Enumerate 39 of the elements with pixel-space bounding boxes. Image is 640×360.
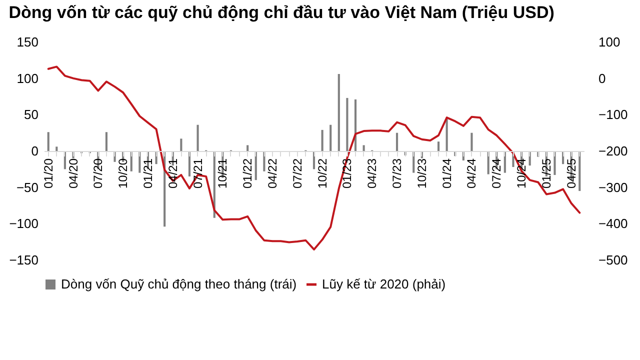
y2-tick-label: −100: [598, 107, 628, 122]
y2-tick-label: 100: [598, 34, 620, 50]
x-tick-label: 10/20: [116, 158, 130, 189]
x-tick-label: 04/20: [66, 158, 80, 189]
legend-label: Dòng vốn Quỹ chủ động theo tháng (trái): [61, 276, 297, 292]
y-tick-label: −150: [9, 252, 38, 268]
y2-tick-label: −200: [598, 144, 628, 158]
x-tick-label: 01/25: [539, 158, 554, 189]
x-tick-label: 04/24: [464, 158, 479, 189]
legend-label: Lũy kế từ 2020 (phải): [322, 276, 446, 292]
y-tick-label: 150: [16, 34, 38, 50]
x-tick-label: 04/22: [265, 158, 280, 189]
x-tick-label: 10/23: [414, 158, 429, 189]
y2-tick-label: −300: [598, 180, 628, 195]
x-tick-label: 04/25: [564, 158, 578, 189]
x-tick-label: 07/24: [490, 158, 504, 189]
x-tick-label: 04/23: [365, 158, 380, 189]
x-tick-label: 01/20: [41, 158, 56, 189]
x-tick-label: 07/23: [390, 158, 404, 189]
x-tick-label: 07/20: [91, 158, 106, 189]
y2-tick-label: −400: [598, 216, 628, 232]
x-tick-label: 10/22: [315, 158, 330, 189]
x-tick-label: 01/24: [440, 158, 454, 189]
x-tick-label: 01/21: [140, 158, 155, 189]
y-tick-label: −50: [16, 180, 38, 195]
x-tick-label: 07/21: [190, 158, 205, 189]
y2-tick-label: 0: [598, 70, 606, 86]
x-tick-label: 07/22: [290, 158, 304, 189]
x-tick-label: 04/21: [166, 158, 180, 189]
y-tick-label: −100: [9, 216, 38, 232]
y-tick-label: 50: [24, 107, 38, 122]
x-tick-label: 10/24: [514, 158, 529, 189]
x-tick-label: 01/23: [340, 158, 354, 189]
chart-title: Dòng vốn từ các quỹ chủ động chỉ đầu tư vào Việt Nam (Triệu USD): [8, 3, 554, 22]
x-tick-label: 01/22: [240, 158, 255, 189]
y2-tick-label: −500: [598, 252, 628, 268]
x-tick-label: 10/21: [216, 158, 230, 189]
y-tick-label: 0: [31, 144, 38, 158]
y-tick-label: 100: [16, 70, 38, 86]
